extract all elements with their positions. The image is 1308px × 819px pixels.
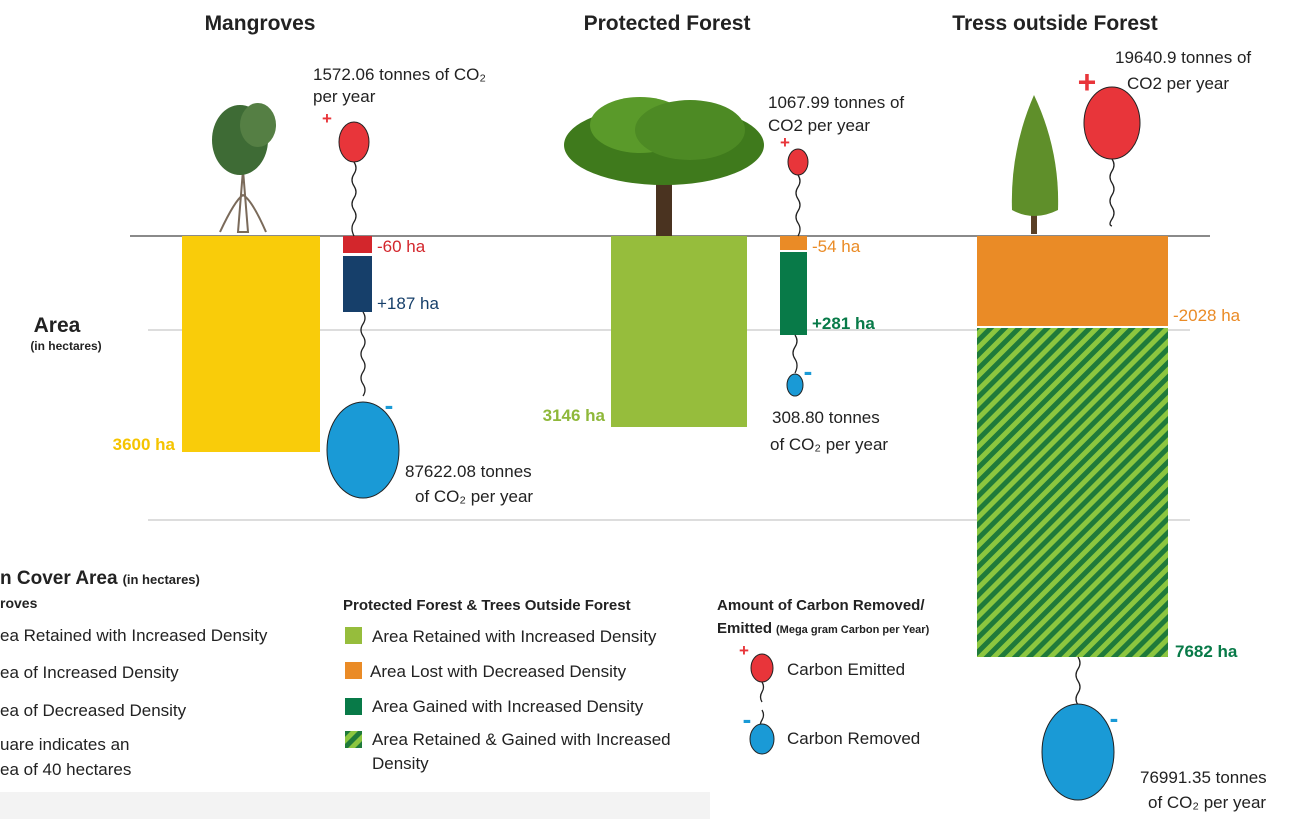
- balloon-removed: [786, 373, 804, 397]
- removal-label: 87622.08 tonnes: [405, 462, 532, 481]
- area-gained: [780, 252, 807, 335]
- sign: +: [780, 133, 790, 152]
- column-title: Protected Forest: [584, 12, 751, 35]
- area-label: 3600 ha: [113, 435, 176, 454]
- area-retained-gained: [977, 328, 1168, 657]
- area-label: +187 ha: [377, 294, 439, 313]
- sign: -: [1110, 703, 1119, 733]
- area-lost: [977, 236, 1168, 326]
- balloon-emitted: [787, 148, 809, 176]
- emission-label: CO2 per year: [768, 116, 870, 135]
- balloon-removed: [1041, 703, 1115, 801]
- tree-mangrove: [212, 103, 276, 233]
- legend-item: Density: [372, 754, 429, 773]
- legend-item: ea of Decreased Density: [0, 701, 187, 720]
- legend-title-unit: (in hectares): [123, 572, 200, 587]
- legend-item: Carbon Removed: [787, 729, 920, 748]
- balloon-emitted: [338, 121, 370, 163]
- legend-item: Area Retained & Gained with Increased: [372, 730, 671, 749]
- legend-subtitle: Emitted (Mega gram Carbon per Year): [717, 620, 930, 637]
- sign: -: [743, 704, 752, 734]
- legend-swatch: [345, 731, 362, 748]
- area-label: 7682 ha: [1175, 642, 1238, 661]
- area-lost: [343, 236, 372, 253]
- string: [759, 681, 765, 703]
- sign: +: [322, 109, 332, 128]
- area-label: 3146 ha: [543, 406, 606, 425]
- emission-label: CO2 per year: [1127, 74, 1229, 93]
- row-title: Area: [34, 314, 81, 337]
- column-title: Mangroves: [205, 12, 316, 35]
- tree-protected: [564, 97, 764, 236]
- legend-swatch: [345, 698, 362, 715]
- string: [360, 311, 366, 397]
- legend-title-text: n Cover Area: [0, 568, 118, 589]
- legend-note: ea of 40 hectares: [0, 760, 131, 779]
- sign: -: [804, 356, 813, 386]
- legend-title: n Cover Area (in hectares): [0, 568, 200, 589]
- area-label: +281 ha: [812, 314, 875, 333]
- sign: -: [385, 390, 394, 420]
- emission-label: 1067.99 tonnes of: [768, 93, 904, 112]
- legend-item: Area Retained with Increased Density: [372, 627, 657, 646]
- tree-outside: [1011, 95, 1059, 234]
- footer-band: [0, 792, 710, 819]
- area-label: -2028 ha: [1173, 306, 1241, 325]
- removal-label: of CO₂ per year: [770, 435, 888, 454]
- legend-section: Amount of Carbon Removed/: [717, 597, 925, 614]
- legend-item: ea of Increased Density: [0, 663, 179, 682]
- area-label: -60 ha: [377, 237, 426, 256]
- row-unit: (in hectares): [30, 339, 101, 353]
- area-retained: [611, 236, 747, 427]
- removal-label: 76991.35 tonnes: [1140, 768, 1267, 787]
- emission-label: per year: [313, 87, 376, 106]
- string: [351, 161, 357, 237]
- string: [795, 174, 801, 237]
- string: [792, 334, 798, 374]
- legend-swatch: [345, 627, 362, 644]
- removal-label: of CO₂ per year: [1148, 793, 1266, 812]
- legend-section: roves: [0, 595, 38, 611]
- column-title: Tress outside Forest: [952, 12, 1157, 35]
- string: [1109, 158, 1115, 227]
- area-retained: [182, 236, 320, 452]
- legend-swatch: [345, 662, 362, 679]
- legend-item: Area Gained with Increased Density: [372, 697, 644, 716]
- area-lost: [780, 236, 807, 250]
- legend-balloon: [749, 723, 775, 755]
- legend-section: Protected Forest & Trees Outside Forest: [343, 597, 631, 614]
- legend-item: Area Lost with Decreased Density: [370, 662, 627, 681]
- legend-subtitle-text: Emitted: [717, 620, 772, 637]
- removal-label: of CO₂ per year: [415, 487, 533, 506]
- balloon-emitted: [1083, 86, 1141, 160]
- emission-label: 19640.9 tonnes of: [1115, 48, 1251, 67]
- balloon-removed: [326, 401, 400, 499]
- legend-balloon: [750, 653, 774, 683]
- legend-subtitle-unit: (Mega gram Carbon per Year): [776, 624, 930, 636]
- removal-label: 308.80 tonnes: [772, 408, 880, 427]
- emission-label: 1572.06 tonnes of CO₂: [313, 65, 486, 84]
- legend-note: uare indicates an: [0, 735, 129, 754]
- sign: +: [1078, 64, 1097, 100]
- area-label: -54 ha: [812, 237, 861, 256]
- legend-item: ea Retained with Increased Density: [0, 626, 268, 645]
- area-gained: [343, 256, 372, 312]
- sign: +: [739, 641, 749, 660]
- legend-item: Carbon Emitted: [787, 660, 905, 679]
